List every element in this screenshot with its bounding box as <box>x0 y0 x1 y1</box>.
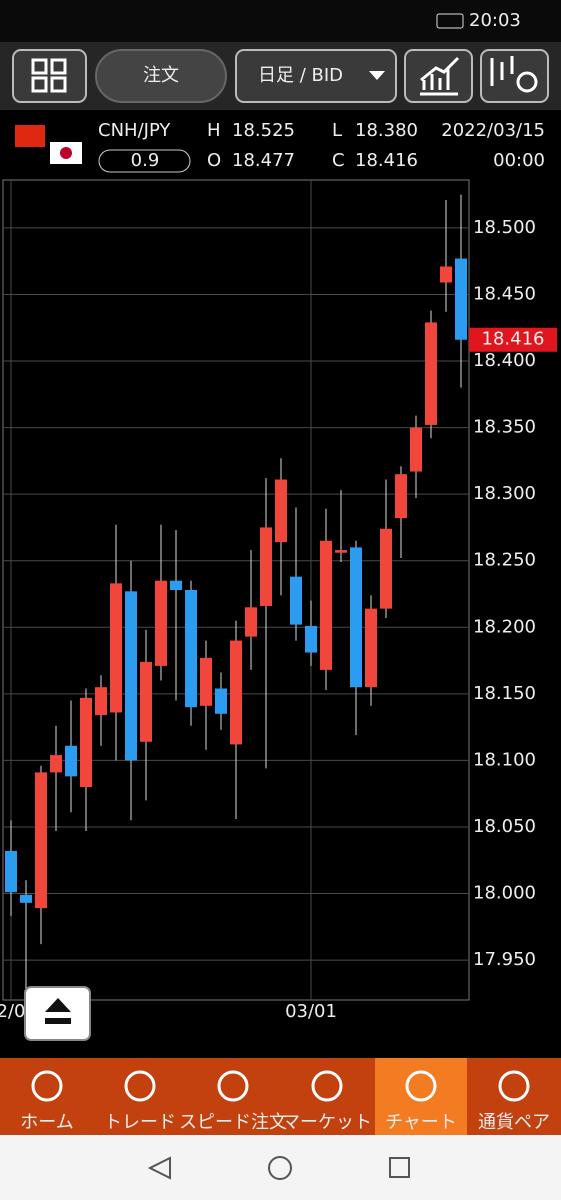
nav-icon <box>31 1070 63 1102</box>
y-tick-label: 17.950 <box>473 949 536 970</box>
y-tick-label: 18.200 <box>473 616 536 637</box>
battery-icon <box>436 13 464 29</box>
candle-body <box>50 755 62 773</box>
open-label: O <box>207 150 221 171</box>
nav-label: 通貨ペア <box>478 1112 550 1133</box>
y-tick-label: 18.150 <box>473 683 536 704</box>
nav-label: ホーム <box>20 1112 73 1133</box>
x-tick-label: 03/01 <box>285 1001 337 1022</box>
nav-icon <box>405 1070 437 1102</box>
y-tick-label: 18.450 <box>473 283 536 304</box>
y-tick-label: 18.400 <box>473 350 536 371</box>
low-label: L <box>332 120 342 141</box>
status-bar <box>0 0 561 42</box>
timeframe-label: 日足 / BID <box>258 65 343 86</box>
candle-body <box>230 640 242 745</box>
candle-body <box>380 528 392 609</box>
collapse-button[interactable] <box>24 986 91 1041</box>
high-label: H <box>207 120 221 141</box>
candle-body <box>35 772 47 909</box>
candle-body <box>410 427 422 472</box>
candle-body <box>305 625 317 653</box>
system-nav <box>0 1135 561 1200</box>
candle-body <box>170 580 182 590</box>
nav-bar <box>0 1058 561 1135</box>
chart: 17.950 18.000 18.050 18.100 18.150 18.200 18.2… <box>0 179 557 1022</box>
candle-body <box>125 591 137 761</box>
candle-body <box>215 688 227 714</box>
nav-icon <box>217 1070 249 1102</box>
low: 18.380 <box>355 120 418 141</box>
x-tick-label: 2/0 <box>0 1001 25 1022</box>
dropdown-arrow <box>369 71 385 80</box>
candle-body <box>440 266 452 283</box>
date: 2022/03/15 <box>441 120 545 141</box>
candle-body <box>350 547 362 688</box>
y-tick-label: 18.100 <box>473 749 536 770</box>
y-tick-label: 18.000 <box>473 883 536 904</box>
high: 18.525 <box>232 120 295 141</box>
last-price-label: 18.416 <box>482 329 545 350</box>
y-tick-label: 18.500 <box>473 217 536 238</box>
spread-box <box>98 149 191 173</box>
candle-body <box>275 479 287 543</box>
order-button[interactable] <box>95 49 227 103</box>
nav-label: マーケット <box>282 1112 372 1133</box>
y-tick-label: 18.350 <box>473 417 536 438</box>
home-button[interactable] <box>268 1156 292 1180</box>
timeframe-select[interactable] <box>235 49 397 103</box>
flag-jp-disc <box>60 147 72 159</box>
indicator-button[interactable] <box>404 49 473 103</box>
recents-button[interactable] <box>389 1157 410 1178</box>
candle-body <box>260 527 272 606</box>
candle-body <box>335 550 347 553</box>
close: 18.416 <box>355 150 418 171</box>
candle-body <box>140 661 152 742</box>
flag-cn <box>15 125 45 147</box>
candle-body <box>455 258 467 340</box>
candle-body <box>5 850 17 893</box>
back-button[interactable] <box>147 1156 171 1180</box>
menu-button[interactable] <box>12 49 87 103</box>
eject-icon <box>45 998 71 1024</box>
grid-icon <box>31 58 67 93</box>
candle-body <box>365 608 377 688</box>
candle-body <box>155 580 167 666</box>
y-tick-label: 18.300 <box>473 483 536 504</box>
candle-body <box>110 583 122 713</box>
candle-icon <box>490 56 514 86</box>
nav-icon <box>311 1070 343 1102</box>
nav-label: チャート <box>385 1112 457 1133</box>
nav-label: トレード <box>104 1112 176 1133</box>
candle-body <box>200 657 212 706</box>
open: 18.477 <box>232 150 295 171</box>
candle-body <box>95 687 107 716</box>
nav-icon <box>498 1070 530 1102</box>
spread: 0.9 <box>131 150 160 171</box>
candle-body <box>245 607 257 637</box>
candle-body <box>185 590 197 708</box>
pair: CNH/JPY <box>98 120 171 141</box>
y-tick-label: 18.050 <box>473 816 536 837</box>
plot-area <box>2 179 470 1001</box>
candle-body <box>80 697 92 788</box>
indicator-icon <box>420 56 460 96</box>
candle-body <box>290 576 302 625</box>
y-tick-label: 18.250 <box>473 550 536 571</box>
status-time: 20:03 <box>469 10 521 31</box>
candle-body <box>320 540 332 670</box>
candle-body <box>20 894 32 903</box>
candle-body <box>65 745 77 777</box>
last-price-tag <box>469 327 557 352</box>
settings-icon <box>516 71 538 93</box>
candle-body <box>395 474 407 519</box>
close-label: C <box>332 150 345 171</box>
time: 00:00 <box>493 150 545 171</box>
order-label: 注文 <box>143 65 179 86</box>
nav-icon <box>124 1070 156 1102</box>
nav-label: スピード注文 <box>179 1112 287 1133</box>
candle-body <box>425 322 437 425</box>
